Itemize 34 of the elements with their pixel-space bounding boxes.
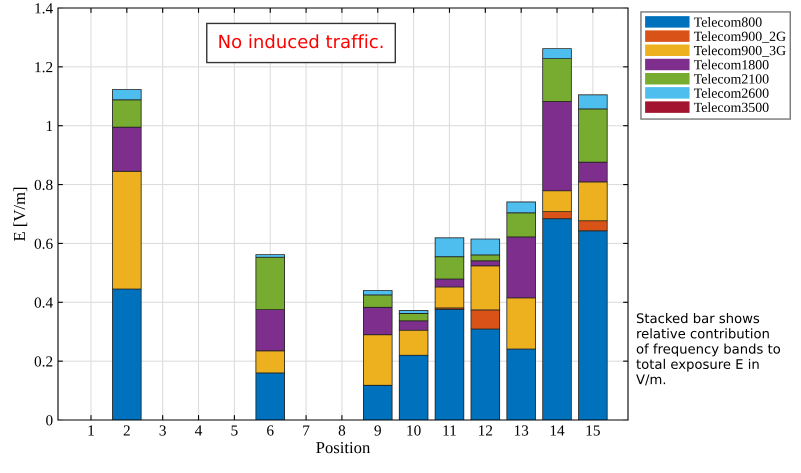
y-axis-title: E [V/m] [13,188,28,242]
x-tick-label: 5 [231,425,238,436]
x-tick-label: 12 [479,425,492,436]
x-tick-label: 2 [124,425,130,436]
x-tick-label: 8 [338,425,346,436]
y-tick-label: 0.2 [34,356,52,367]
legend-label: Telecom1800 [694,60,769,70]
x-tick-label: 14 [550,425,564,436]
y-tick-label: 0 [46,415,53,426]
legend-label: Telecom800 [694,17,762,27]
x-tick-label: 7 [303,425,310,436]
x-tick-label: 13 [514,425,528,436]
y-tick-label: 1.4 [35,3,53,14]
y-tick-label: 1.2 [35,62,52,72]
x-tick-label: 6 [267,425,274,436]
x-tick-label: 11 [443,425,456,436]
y-tick-label: 1 [46,120,52,132]
legend-label: Telecom2600 [694,88,769,98]
text: Stacked bar shows relative contribution of frequency bands to total exposure E in V/m. [636,313,780,386]
x-tick-label: 9 [374,425,381,436]
x-tick-label: 1 [88,425,94,436]
legend-label: Telecom2100 [694,74,769,84]
y-tick-label: 0.8 [34,180,53,190]
x-tick-label: 15 [586,425,600,436]
x-tick-label: 10 [407,425,421,436]
legend-label: Telecom900_2G [694,31,786,43]
x-tick-label: 4 [195,425,202,436]
annotation: No induced traffic. [219,34,383,48]
x-axis-title: Position [316,442,370,454]
legend-label: Telecom900_3G [694,45,786,57]
legend-label: Telecom3500 [694,102,769,112]
y-tick-label: 0.4 [34,297,53,308]
y-tick-label: 0.6 [34,238,53,249]
x-tick-label: 3 [160,425,166,436]
